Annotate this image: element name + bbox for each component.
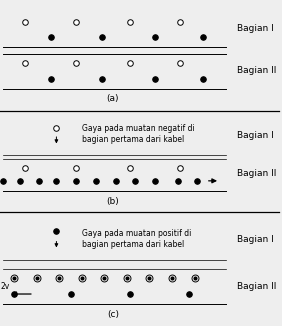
Text: (a): (a)	[107, 94, 119, 103]
Text: Gaya pada muatan negatif di
bagian pertama dari kabel: Gaya pada muatan negatif di bagian perta…	[82, 124, 195, 144]
Text: Bagian I: Bagian I	[237, 131, 274, 140]
Text: (b): (b)	[106, 197, 119, 206]
Text: Bagian II: Bagian II	[237, 66, 276, 75]
Text: Bagian I: Bagian I	[237, 235, 274, 244]
Text: Gaya pada muatan positif di
bagian pertama dari kabel: Gaya pada muatan positif di bagian perta…	[82, 229, 191, 249]
Text: 2v: 2v	[1, 282, 10, 291]
Text: (c): (c)	[107, 310, 119, 319]
Text: Bagian I: Bagian I	[237, 24, 274, 33]
Text: Bagian II: Bagian II	[237, 169, 276, 178]
Text: Bagian II: Bagian II	[237, 282, 276, 290]
